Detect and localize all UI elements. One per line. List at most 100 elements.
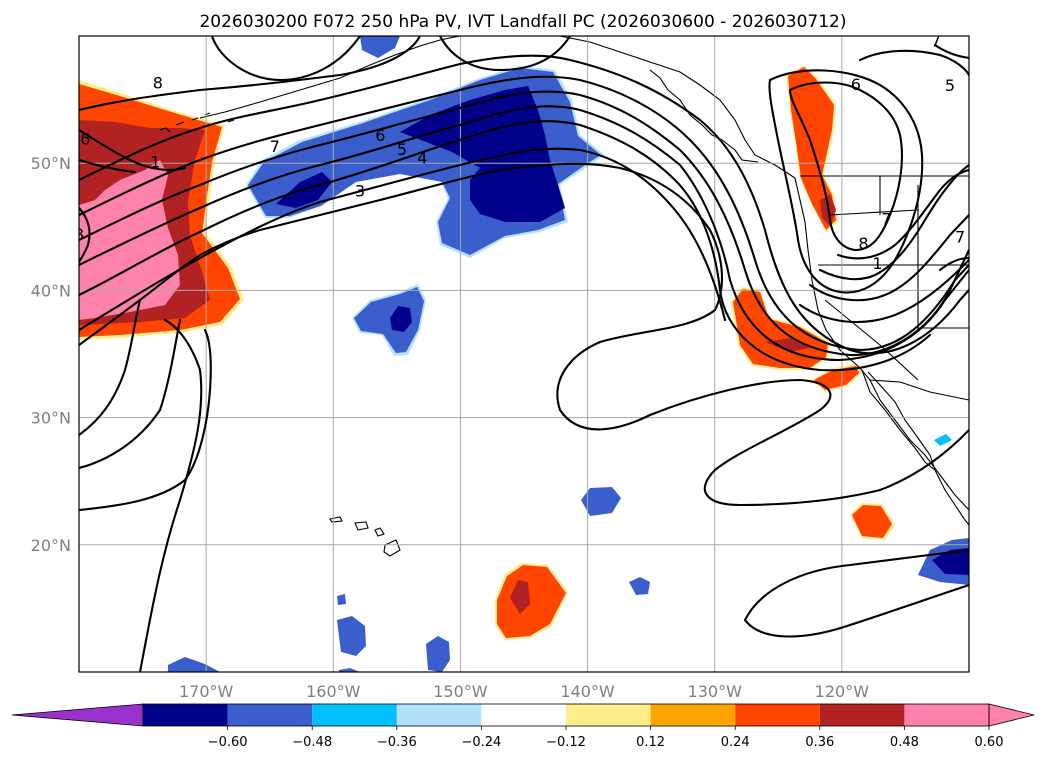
pv-shading [79, 36, 969, 672]
contour-line [79, 206, 91, 264]
lat-tick-label: 40°N [31, 281, 71, 300]
negative-anomaly-central-dark [390, 306, 412, 332]
lon-tick-label: 120°W [815, 682, 870, 701]
alaska-panhandle-islands [649, 69, 759, 163]
contour-line [79, 162, 969, 507]
contour-label: 1 [150, 152, 160, 171]
figure-title: 2026030200 F072 250 hPa PV, IVT Landfall… [199, 12, 846, 32]
negative-anomaly-south-5 [168, 657, 220, 672]
lon-tick-label: 130°W [688, 682, 743, 701]
negative-anomaly-south-2 [629, 577, 650, 595]
negative-anomaly-south-7 [339, 668, 360, 672]
alaska-gulf-coast [559, 36, 796, 179]
contour-line [79, 120, 932, 372]
colorbar-tick-label: −0.36 [377, 735, 417, 750]
colorbar-segment [650, 704, 736, 726]
colorbar-extend-low [11, 703, 144, 727]
contour-line [768, 69, 924, 294]
negative-anomaly-north [360, 36, 400, 58]
map-frame [78, 35, 970, 673]
contour-label: 8 [153, 74, 163, 93]
contour-line [743, 548, 969, 622]
colorbar-segment [481, 704, 566, 726]
colorbar-tick-label: −0.60 [208, 735, 248, 750]
axis-labels: 170°W 160°W 150°W 140°W 130°W 120°W 50°N 40°N 30… [31, 154, 870, 701]
lon-tick-label: 170°W [179, 682, 234, 701]
positive-anomaly-mexico-coast-orange [852, 505, 892, 538]
contour-line [818, 163, 969, 281]
positive-anomaly-baja-orange [814, 366, 859, 390]
lon-tick-label: 140°W [560, 682, 615, 701]
contour-line [79, 105, 969, 362]
contour-line [933, 43, 969, 60]
contour-label: 6 [851, 75, 861, 94]
contour-line [79, 75, 969, 352]
contour-line [138, 318, 203, 672]
colorbar-tick-label: 0.24 [721, 735, 750, 750]
contour-label: 6 [375, 126, 385, 145]
colorbar-tick-label: −0.48 [292, 735, 332, 750]
contour-line [210, 36, 362, 82]
colorbar-segment [143, 704, 228, 726]
contour-line [79, 328, 212, 512]
contour-line [79, 54, 969, 355]
hawaii-islands [329, 516, 401, 557]
colorbar-segment [904, 704, 989, 726]
negative-anomaly-band-dark [400, 86, 565, 222]
positive-anomaly-south-central-orange [497, 565, 566, 638]
colorbar: −0.60 −0.48 −0.36 −0.24 −0.12 0.12 0.24 0.36 0.4… [11, 703, 1035, 750]
us-border [868, 379, 969, 401]
contour-line [788, 81, 903, 252]
contour-line [79, 147, 727, 332]
contour-label: 8 [74, 225, 84, 244]
contour-line [79, 298, 142, 437]
contour-line [743, 583, 969, 638]
lon-tick-label: 150°W [433, 682, 488, 701]
contour-label: 5 [945, 76, 955, 95]
colorbar-segment [227, 704, 313, 726]
contour-label: 7 [881, 210, 891, 229]
contour-line [438, 36, 572, 72]
contour-label: 7 [270, 137, 280, 156]
colorbar-tick-label: 0.12 [636, 735, 665, 750]
negative-anomaly-southeast-dark [932, 548, 969, 575]
colorbar-segment [396, 704, 482, 726]
negative-anomaly-south-3 [337, 616, 366, 656]
positive-anomaly-california-dark [765, 338, 810, 352]
contour-label: 4 [417, 149, 427, 168]
lat-tick-label: 30°N [31, 409, 71, 428]
lat-tick-label: 20°N [31, 536, 71, 555]
colorbar-tick-label: 0.48 [890, 735, 919, 750]
negative-anomaly-south-6 [337, 594, 346, 605]
state-lines [818, 176, 969, 381]
colorbar-tick-label: −0.24 [461, 735, 501, 750]
colorbar-tick-label: 0.36 [805, 735, 834, 750]
aleutian-islands [159, 112, 245, 133]
colorbar-segment [735, 704, 820, 726]
negative-anomaly-central-mid [354, 287, 424, 353]
lon-tick-label: 160°W [306, 682, 361, 701]
contour-label: 3 [355, 182, 365, 201]
contour-line [808, 213, 969, 302]
contour-label: 1 [872, 254, 882, 273]
contour-line [836, 168, 969, 260]
contour-line [798, 258, 969, 324]
contour-label: 7 [955, 228, 965, 247]
negative-anomaly-mexico [934, 434, 952, 446]
colorbar-segment [819, 704, 905, 726]
contour-label: 7 [931, 32, 941, 51]
colorbar-extend-high [988, 703, 1035, 727]
colorbar-segment [312, 704, 397, 726]
colorbar-tick-label: −0.12 [546, 735, 586, 750]
contour-line [858, 49, 969, 77]
negative-anomaly-south-4 [426, 636, 450, 672]
negative-anomaly-south-1 [581, 487, 621, 516]
mexico-mainland-coast [934, 469, 969, 526]
contour-line [79, 158, 137, 174]
contour-line [79, 90, 969, 357]
contour-line [79, 36, 422, 112]
contour-line [938, 256, 969, 272]
